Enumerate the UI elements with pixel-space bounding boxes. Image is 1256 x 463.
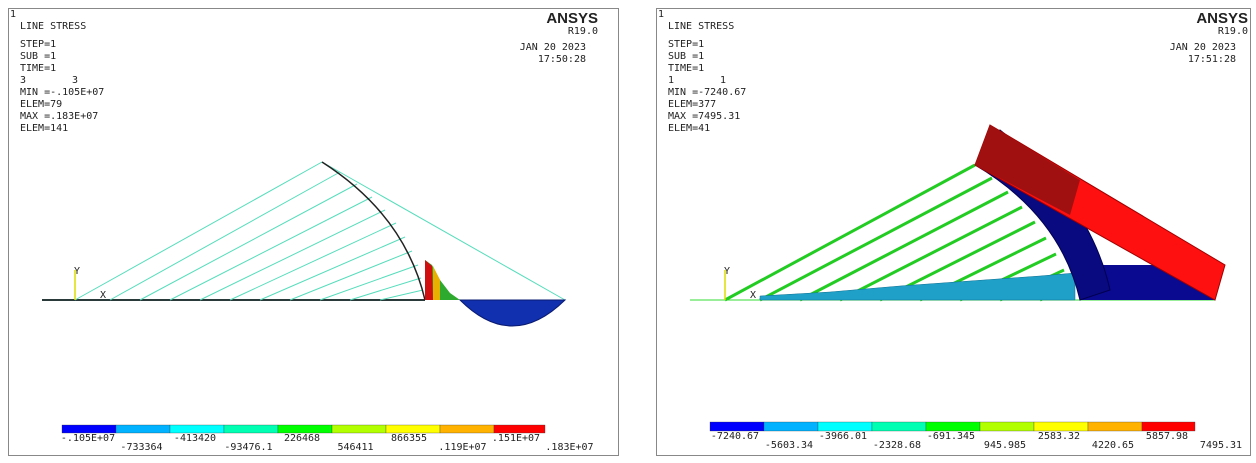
stat-line: MAX =.183E+07: [20, 111, 98, 122]
stat-line: ELEM=141: [20, 123, 68, 134]
legend-label: 866355: [391, 433, 427, 444]
plot-title: LINE STRESS: [668, 21, 734, 32]
legend-label: 546411: [337, 442, 373, 453]
date: JAN 20 2023: [1170, 42, 1236, 53]
legend-label: 5857.98: [1146, 431, 1188, 442]
time: 17:51:28: [1188, 54, 1236, 65]
id-label: 1: [668, 75, 674, 86]
version: R19.0: [1218, 26, 1248, 37]
left-panel: [8, 8, 619, 456]
legend-label: .151E+07: [492, 433, 540, 444]
stat-line: ELEM=41: [668, 123, 710, 134]
info-line: STEP=1: [668, 39, 704, 50]
axis-label: X: [750, 290, 756, 301]
axis-label: X: [100, 290, 106, 301]
left-model: [42, 161, 567, 327]
stat-line: MIN =-.105E+07: [20, 87, 104, 98]
brand: ANSYS: [546, 10, 598, 27]
stat-line: MIN =-7240.67: [668, 87, 746, 98]
brand: ANSYS: [1196, 10, 1248, 27]
legend-label: -2328.68: [873, 440, 921, 451]
legend-label: .119E+07: [438, 442, 486, 453]
legend-label: -.105E+07: [61, 433, 115, 444]
legend-label: -93476.1: [224, 442, 272, 453]
right-panel: [656, 8, 1251, 456]
axis-label: Y: [74, 266, 80, 277]
stat-line: MAX =7495.31: [668, 111, 740, 122]
time: 17:50:28: [538, 54, 586, 65]
corner-label: 1: [10, 9, 16, 20]
info-line: TIME=1: [668, 63, 704, 74]
legend-label: 2583.32: [1038, 431, 1080, 442]
legend-label: -413420: [174, 433, 216, 444]
corner-label: 1: [658, 9, 664, 20]
id-label: 3: [72, 75, 78, 86]
stat-line: ELEM=79: [20, 99, 62, 110]
info-line: SUB =1: [20, 51, 56, 62]
legend-label: -7240.67: [711, 431, 759, 442]
legend-label: 226468: [284, 433, 320, 444]
plot-title: LINE STRESS: [20, 21, 86, 32]
axis-label: Y: [724, 266, 730, 277]
left-colorbar: [61, 424, 546, 434]
legend-label: .183E+07: [545, 442, 593, 453]
right-model: [690, 124, 1226, 302]
legend-label: -691.345: [927, 431, 975, 442]
legend-label: 4220.65: [1092, 440, 1134, 451]
legend-label: 7495.31: [1200, 440, 1242, 451]
date: JAN 20 2023: [520, 42, 586, 53]
info-line: SUB =1: [668, 51, 704, 62]
info-line: STEP=1: [20, 39, 56, 50]
right-colorbar: [709, 421, 1196, 432]
version: R19.0: [568, 26, 598, 37]
id-label: 1: [720, 75, 726, 86]
legend-label: -5603.34: [765, 440, 813, 451]
stat-line: ELEM=377: [668, 99, 716, 110]
legend-label: 945.985: [984, 440, 1026, 451]
legend-label: -3966.01: [819, 431, 867, 442]
id-label: 3: [20, 75, 26, 86]
legend-label: -733364: [120, 442, 162, 453]
info-line: TIME=1: [20, 63, 56, 74]
